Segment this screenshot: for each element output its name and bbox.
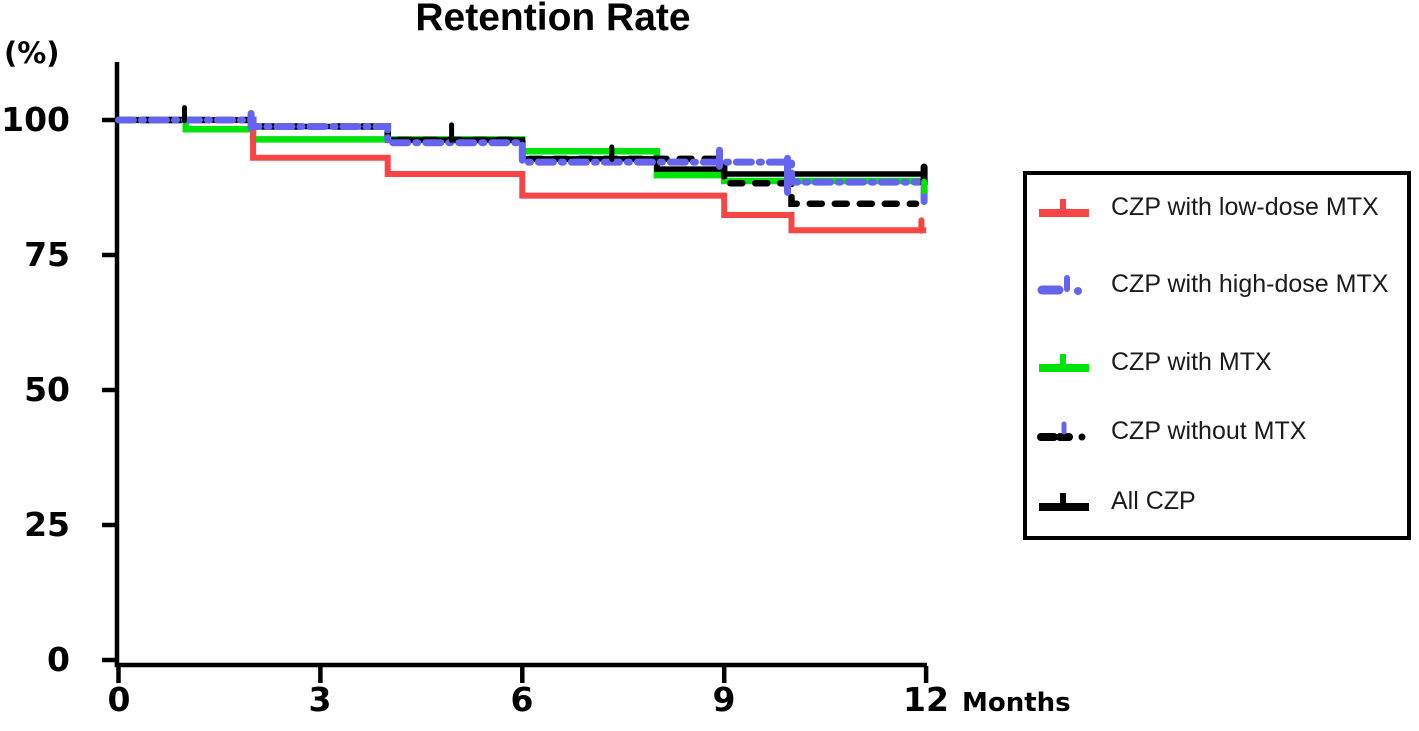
y-axis-unit-label: (%): [4, 36, 60, 70]
legend-glyph-all-czp-line: [1039, 493, 1089, 511]
axes: [102, 62, 929, 683]
legend-row-high-dose-mtx: CZP with high-dose MTX: [1037, 267, 1388, 301]
legend-row-all-czp: All CZP: [1037, 484, 1196, 518]
legend-label: CZP with MTX: [1111, 347, 1272, 376]
legend-glyph-low-dose-mtx-line: [1039, 199, 1089, 217]
legend-label: CZP with high-dose MTX: [1111, 269, 1389, 298]
curve-czp-without-mtx: [115, 116, 920, 207]
y-tick-label: 25: [24, 505, 70, 544]
legend-label: CZP with low-dose MTX: [1111, 192, 1379, 221]
legend-label: All CZP: [1111, 486, 1196, 515]
x-axis-title: Months: [962, 688, 1071, 718]
legend-row-low-dose-mtx: CZP with low-dose MTX: [1037, 190, 1379, 224]
legend-glyph-high-dose-mtx-line: [1037, 275, 1082, 295]
legend-row-without-mtx: CZP without MTX: [1037, 414, 1306, 448]
x-tick-label: 9: [712, 680, 736, 719]
curve-czp-with-low-dose-mtx: [118, 117, 927, 234]
legend-glyph-without-mtx-line: [1037, 421, 1086, 441]
legend-label: CZP without MTX: [1111, 416, 1307, 445]
y-tick-label: 75: [24, 235, 70, 274]
y-tick-label: 100: [1, 100, 70, 139]
legend-glyph-with-mtx-line: [1039, 354, 1089, 372]
x-tick-label: 3: [308, 680, 332, 719]
y-tick-label: 0: [47, 640, 70, 679]
x-tick-label: 12: [903, 680, 949, 719]
legend-box: CZP with low-dose MTX CZP with high-dose…: [1023, 171, 1411, 540]
y-tick-label: 50: [24, 370, 70, 409]
legend-row-with-mtx: CZP with MTX: [1037, 345, 1272, 379]
chart-title: Retention Rate: [415, 0, 691, 39]
x-tick-label: 6: [510, 680, 534, 719]
x-tick-label: 0: [107, 680, 131, 719]
